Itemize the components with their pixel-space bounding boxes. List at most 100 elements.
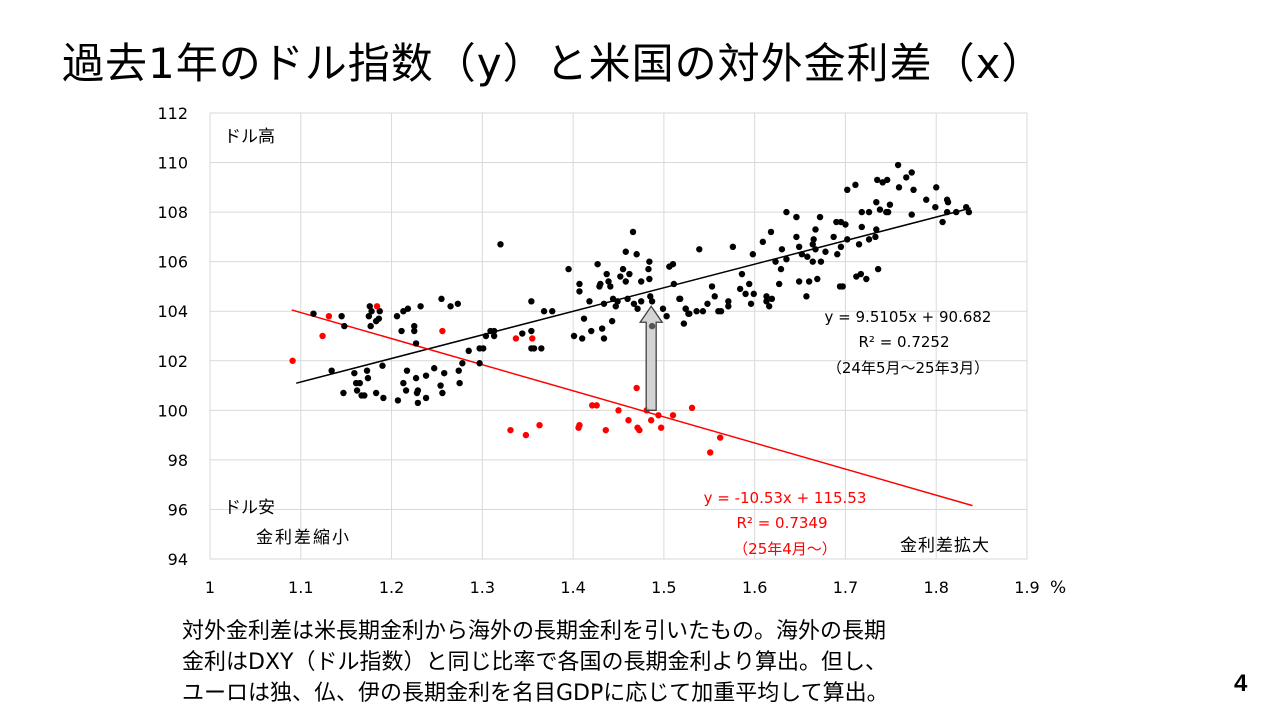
- black-data-point: [482, 332, 490, 340]
- black-data-point: [637, 278, 645, 285]
- black-data-point: [393, 312, 401, 320]
- black-data-point: [865, 236, 873, 243]
- red-data-point: [529, 335, 536, 342]
- label-spread-widening: 金利差拡大: [900, 536, 990, 556]
- black-data-point: [879, 179, 886, 186]
- red-data-point: [588, 402, 596, 409]
- black-data-point: [962, 203, 970, 211]
- black-data-point: [775, 280, 783, 288]
- black-data-point: [411, 322, 418, 330]
- black-data-point: [747, 300, 755, 307]
- black-data-point: [586, 298, 593, 305]
- black-data-point: [341, 322, 348, 330]
- black-trend-period: （24年5月～25年3月）: [827, 359, 989, 377]
- x-tick-label: 1.6: [742, 578, 767, 597]
- black-data-point: [608, 317, 616, 325]
- black-data-point: [439, 389, 446, 397]
- black-data-point: [699, 308, 707, 315]
- black-data-point: [519, 330, 526, 337]
- black-data-point: [353, 387, 361, 394]
- red-trend-r2: R² = 0.7349: [736, 514, 827, 532]
- black-data-point: [704, 300, 711, 307]
- up-arrow-icon: [638, 305, 664, 411]
- black-data-point: [839, 283, 846, 290]
- trendline-black: [296, 207, 971, 384]
- black-data-point: [647, 293, 654, 300]
- black-data-point: [617, 273, 624, 280]
- black-data-point: [793, 213, 800, 221]
- black-data-point: [749, 251, 757, 258]
- x-axis-unit: %: [1050, 578, 1066, 598]
- footnote-line: 金利はDXY（ドル指数）と同じ比率で各国の長期金利より算出。但し、: [182, 650, 888, 675]
- red-trend-period: （25年4月～）: [733, 540, 837, 558]
- black-data-point: [614, 298, 621, 305]
- black-data-point: [637, 298, 645, 305]
- black-data-point: [400, 379, 407, 387]
- red-data-point: [439, 327, 446, 335]
- black-data-point: [933, 184, 940, 191]
- black-data-point: [603, 270, 610, 278]
- black-data-point: [576, 288, 583, 295]
- black-data-point: [411, 327, 418, 335]
- red-data-point: [647, 417, 655, 424]
- label-dollar-strong: ドル高: [224, 127, 275, 147]
- black-data-point: [376, 308, 383, 315]
- black-data-point: [619, 265, 627, 273]
- black-data-point: [476, 360, 483, 367]
- x-tick-label: 1.8: [923, 578, 948, 597]
- black-data-point: [943, 208, 951, 216]
- black-data-point: [490, 332, 498, 340]
- black-data-point: [873, 226, 880, 233]
- black-data-point: [810, 236, 817, 243]
- x-tick-label: 1.9: [1014, 578, 1039, 597]
- black-trend-equation: y = 9.5105x + 90.682: [825, 308, 992, 326]
- black-data-point: [447, 303, 454, 310]
- black-data-point: [923, 196, 930, 203]
- black-data-point: [549, 308, 556, 315]
- black-data-point: [417, 303, 424, 310]
- black-data-point: [708, 283, 716, 290]
- black-data-point: [908, 211, 915, 218]
- black-data-point: [629, 228, 637, 236]
- black-data-point: [876, 206, 884, 213]
- black-data-point: [328, 367, 335, 374]
- black-data-point: [612, 303, 619, 310]
- red-data-point: [522, 431, 530, 439]
- black-data-point: [865, 208, 873, 216]
- black-data-point: [742, 290, 749, 298]
- black-data-point: [872, 233, 879, 241]
- black-data-point: [338, 312, 345, 320]
- data-points: [289, 161, 973, 456]
- black-data-point: [431, 365, 438, 372]
- black-data-point: [634, 305, 641, 312]
- black-data-point: [465, 347, 472, 355]
- black-data-point: [454, 300, 462, 307]
- black-data-point: [844, 236, 851, 243]
- black-data-point: [783, 208, 790, 216]
- black-data-point: [804, 253, 811, 260]
- black-data-point: [646, 258, 653, 265]
- black-data-point: [729, 243, 737, 250]
- y-tick-label: 94: [168, 550, 188, 569]
- black-data-point: [622, 278, 629, 285]
- black-data-point: [693, 308, 700, 315]
- black-data-point: [459, 360, 466, 367]
- black-data-point: [487, 327, 494, 335]
- y-tick-label: 110: [157, 154, 188, 173]
- arrow-shape: [638, 305, 664, 411]
- black-data-point: [538, 345, 545, 352]
- black-data-point: [809, 241, 816, 248]
- black-data-point: [777, 265, 785, 273]
- black-data-point: [403, 367, 411, 374]
- x-tick-label: 1.4: [560, 578, 585, 597]
- red-data-point: [319, 332, 326, 340]
- red-data-point: [716, 434, 724, 441]
- black-data-point: [340, 389, 347, 397]
- black-data-point: [795, 243, 803, 250]
- black-data-point: [576, 280, 583, 288]
- black-data-point: [380, 394, 387, 402]
- black-data-point: [778, 246, 786, 253]
- black-data-point: [837, 243, 845, 250]
- footnote-line: 対外金利差は米長期金利から海外の長期金利を引いたもの。海外の長期: [182, 619, 887, 644]
- black-data-point: [852, 181, 859, 189]
